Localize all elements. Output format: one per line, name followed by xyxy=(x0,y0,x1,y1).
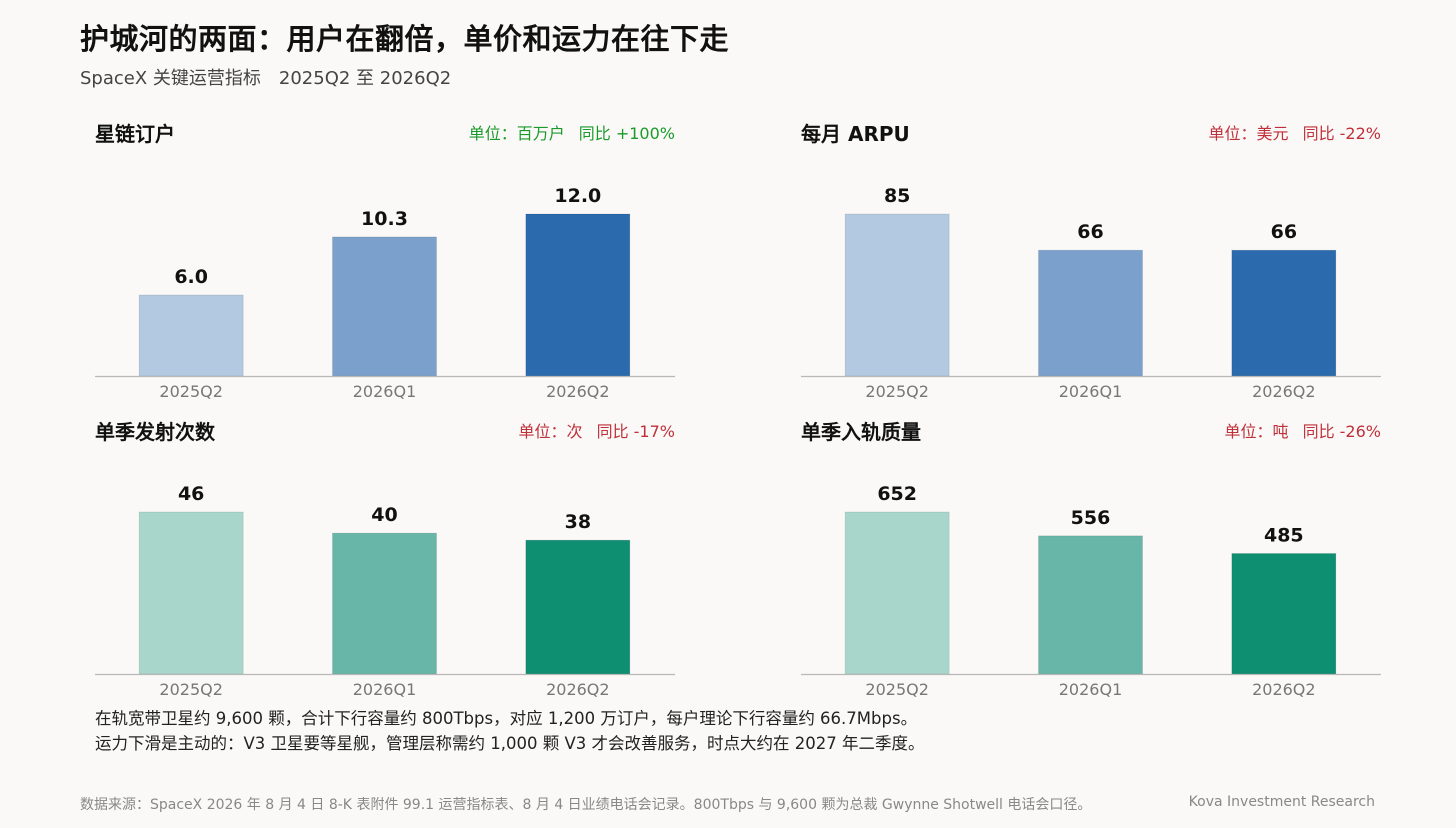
page-title: 护城河的两面：用户在翻倍，单价和运力在往下走 xyxy=(80,22,730,56)
brand-label: Kova Investment Research xyxy=(1188,794,1375,810)
bar-2026Q1 xyxy=(1038,535,1143,675)
x-tick-label: 2026Q2 xyxy=(546,680,610,699)
unit-label: 单位：吨 xyxy=(1224,422,1289,441)
note-line: 在轨宽带卫星约 9,600 颗，合计下行容量约 800Tbps，对应 1,200… xyxy=(95,709,918,728)
chart-panel-subscribers: 星链订户 单位：百万户 同比 +100% 6.0 2025Q2 10.3 2026Q1 1… xyxy=(95,118,675,408)
yoy-label: 同比 +100% xyxy=(578,124,675,143)
bar-2025Q2 xyxy=(138,294,244,377)
bar-2025Q2 xyxy=(138,511,244,675)
unit-label: 单位：次 xyxy=(518,422,583,441)
bar-chart: 46 2025Q2 40 2026Q1 38 2026Q2 xyxy=(95,483,675,699)
bar-2025Q2 xyxy=(844,213,950,377)
bar-2025Q2 xyxy=(844,511,950,675)
data-label: 485 xyxy=(1264,524,1304,546)
x-tick-label: 2026Q1 xyxy=(1059,382,1123,401)
bar-chart: 652 2025Q2 556 2026Q1 485 2026Q2 xyxy=(801,483,1381,699)
bar-2026Q1 xyxy=(332,236,437,377)
x-tick-label: 2026Q2 xyxy=(1252,382,1316,401)
chart-meta: 单位：次 同比 -17% xyxy=(519,418,675,442)
data-label: 12.0 xyxy=(554,185,601,207)
data-source: 数据来源：SpaceX 2026 年 8 月 4 日 8-K 表附件 99.1 … xyxy=(80,797,1092,813)
chart-panel-arpu: 每月 ARPU 单位：美元 同比 -22% 85 2025Q2 66 2026Q1 66 2… xyxy=(801,118,1381,408)
data-label: 10.3 xyxy=(361,208,408,230)
bar-2026Q2 xyxy=(525,213,631,377)
bar-2026Q2 xyxy=(1231,553,1337,675)
chart-meta: 单位：吨 同比 -26% xyxy=(1225,418,1381,442)
bar-2026Q1 xyxy=(332,532,437,675)
data-label: 66 xyxy=(1271,221,1297,243)
yoy-label: 同比 -17% xyxy=(596,422,675,441)
data-label: 38 xyxy=(565,511,591,533)
chart-title: 单季发射次数 xyxy=(95,420,215,444)
unit-label: 单位：美元 xyxy=(1208,124,1289,143)
chart-title: 单季入轨质量 xyxy=(801,420,921,444)
x-tick-label: 2025Q2 xyxy=(159,680,223,699)
bar-chart: 85 2025Q2 66 2026Q1 66 2026Q2 xyxy=(801,185,1381,401)
x-tick-label: 2026Q1 xyxy=(353,382,417,401)
x-tick-label: 2026Q2 xyxy=(546,382,610,401)
data-label: 46 xyxy=(178,483,204,505)
note-line: 运力下滑是主动的：V3 卫星要等星舰，管理层称需约 1,000 颗 V3 才会改… xyxy=(95,734,925,753)
chart-panel-launches: 单季发射次数 单位：次 同比 -17% 46 2025Q2 40 2026Q1 38 202… xyxy=(95,416,675,706)
x-tick-label: 2025Q2 xyxy=(865,680,929,699)
notes: 在轨宽带卫星约 9,600 颗，合计下行容量约 800Tbps，对应 1,200… xyxy=(95,706,925,756)
x-tick-label: 2026Q1 xyxy=(353,680,417,699)
data-label: 6.0 xyxy=(174,266,208,288)
page-subtitle: SpaceX 关键运营指标 2025Q2 至 2026Q2 xyxy=(80,68,452,89)
bar-2026Q2 xyxy=(1231,249,1337,377)
data-label: 40 xyxy=(371,504,397,526)
bar-chart: 6.0 2025Q2 10.3 2026Q1 12.0 2026Q2 xyxy=(95,185,675,401)
bar-2026Q1 xyxy=(1038,249,1143,377)
x-tick-label: 2026Q2 xyxy=(1252,680,1316,699)
yoy-label: 同比 -26% xyxy=(1302,422,1381,441)
data-label: 652 xyxy=(877,483,917,505)
chart-meta: 单位：美元 同比 -22% xyxy=(1209,120,1381,144)
data-label: 85 xyxy=(884,185,910,207)
chart-title: 星链订户 xyxy=(95,122,175,146)
x-tick-label: 2025Q2 xyxy=(159,382,223,401)
x-tick-label: 2026Q1 xyxy=(1059,680,1123,699)
data-label: 556 xyxy=(1071,507,1111,529)
chart-title: 每月 ARPU xyxy=(801,122,910,146)
yoy-label: 同比 -22% xyxy=(1302,124,1381,143)
x-tick-label: 2025Q2 xyxy=(865,382,929,401)
data-label: 66 xyxy=(1077,221,1103,243)
chart-meta: 单位：百万户 同比 +100% xyxy=(469,120,675,144)
chart-panel-mass-to-orbit: 单季入轨质量 单位：吨 同比 -26% 652 2025Q2 556 2026Q1 485… xyxy=(801,416,1381,706)
unit-label: 单位：百万户 xyxy=(468,124,565,143)
bar-2026Q2 xyxy=(525,539,631,675)
